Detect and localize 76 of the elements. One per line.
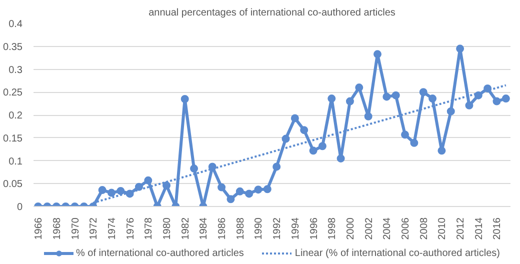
- x-tick-label: 2002: [364, 217, 375, 240]
- point: [190, 164, 198, 173]
- point: [373, 50, 382, 58]
- legend-label: % of international co-authored articles: [76, 247, 244, 259]
- x-tick-label: 1970: [70, 217, 82, 240]
- x-tick-label: 1986: [217, 217, 228, 240]
- point: [364, 112, 372, 120]
- point: [392, 91, 400, 100]
- point: [300, 126, 308, 134]
- point: [355, 84, 364, 92]
- point: [456, 44, 464, 53]
- legend-label: Linear (% of international co-authored articles): [294, 247, 500, 259]
- x-tick-label: 2014: [474, 217, 485, 240]
- x-tick-label: 1990: [254, 217, 265, 240]
- point: [290, 114, 299, 122]
- point: [98, 186, 106, 194]
- point: [282, 134, 290, 143]
- x-tick-label: 2016: [492, 217, 504, 240]
- point: [162, 181, 171, 190]
- x-tick-label: 1994: [290, 217, 302, 240]
- point: [336, 154, 345, 162]
- y-tick-label: 0.3: [8, 64, 23, 76]
- x-tick-label: 1984: [198, 217, 210, 240]
- point: [465, 101, 474, 110]
- point: [263, 185, 272, 194]
- x-tick-label: 2008: [418, 217, 430, 240]
- point: [245, 190, 254, 198]
- x-tick-label: 1968: [52, 217, 63, 240]
- y-tick-label: 0.4: [8, 19, 23, 30]
- point: [134, 182, 143, 191]
- point: [226, 195, 235, 204]
- x-tick-label: 1996: [308, 217, 320, 240]
- point: [116, 186, 125, 195]
- y-tick-label: 0: [16, 202, 23, 213]
- point: [328, 94, 336, 103]
- x-tick-label: 2010: [437, 217, 448, 240]
- x-tick-label: 1978: [144, 217, 155, 240]
- x-tick-label: 1982: [180, 217, 192, 240]
- point: [236, 187, 244, 196]
- point: [107, 188, 116, 197]
- point: [401, 130, 410, 139]
- point: [438, 146, 446, 155]
- x-tick-label: 2000: [345, 217, 356, 240]
- y-tick-label: 0.25: [3, 88, 23, 99]
- point: [218, 183, 226, 192]
- y-tick-label: 0.35: [3, 42, 23, 53]
- x-tick-label: 1980: [162, 217, 174, 240]
- point: [502, 94, 510, 103]
- y-tick-label: 0.1: [8, 156, 23, 168]
- x-tick-label: 1972: [88, 217, 100, 240]
- x-tick-label: 2006: [400, 217, 412, 240]
- point: [419, 88, 428, 96]
- x-tick-label: 2012: [456, 217, 467, 240]
- point: [428, 94, 437, 103]
- x-tick-label: 1974: [106, 217, 118, 240]
- x-tick-label: 1998: [327, 217, 338, 240]
- x-tick-label: 1976: [125, 217, 136, 240]
- chart-title: annual percentages of international co-authored articles: [148, 8, 396, 18]
- x-tick-label: 1988: [235, 217, 246, 240]
- point: [180, 94, 189, 103]
- point: [309, 146, 318, 155]
- x-tick-label: 1966: [34, 217, 45, 240]
- point: [346, 97, 354, 106]
- x-tick-label: 2004: [382, 217, 394, 240]
- point: [446, 107, 455, 116]
- y-tick-label: 0.15: [3, 133, 23, 144]
- x-tick-label: 1992: [272, 217, 284, 240]
- point: [318, 142, 326, 150]
- y-tick-label: 0.05: [3, 179, 23, 190]
- point: [254, 186, 262, 194]
- point: [272, 162, 281, 171]
- point: [382, 92, 391, 101]
- y-tick-label: 0.2: [8, 110, 23, 122]
- point: [492, 97, 501, 106]
- point: [144, 176, 152, 184]
- point: [410, 138, 418, 147]
